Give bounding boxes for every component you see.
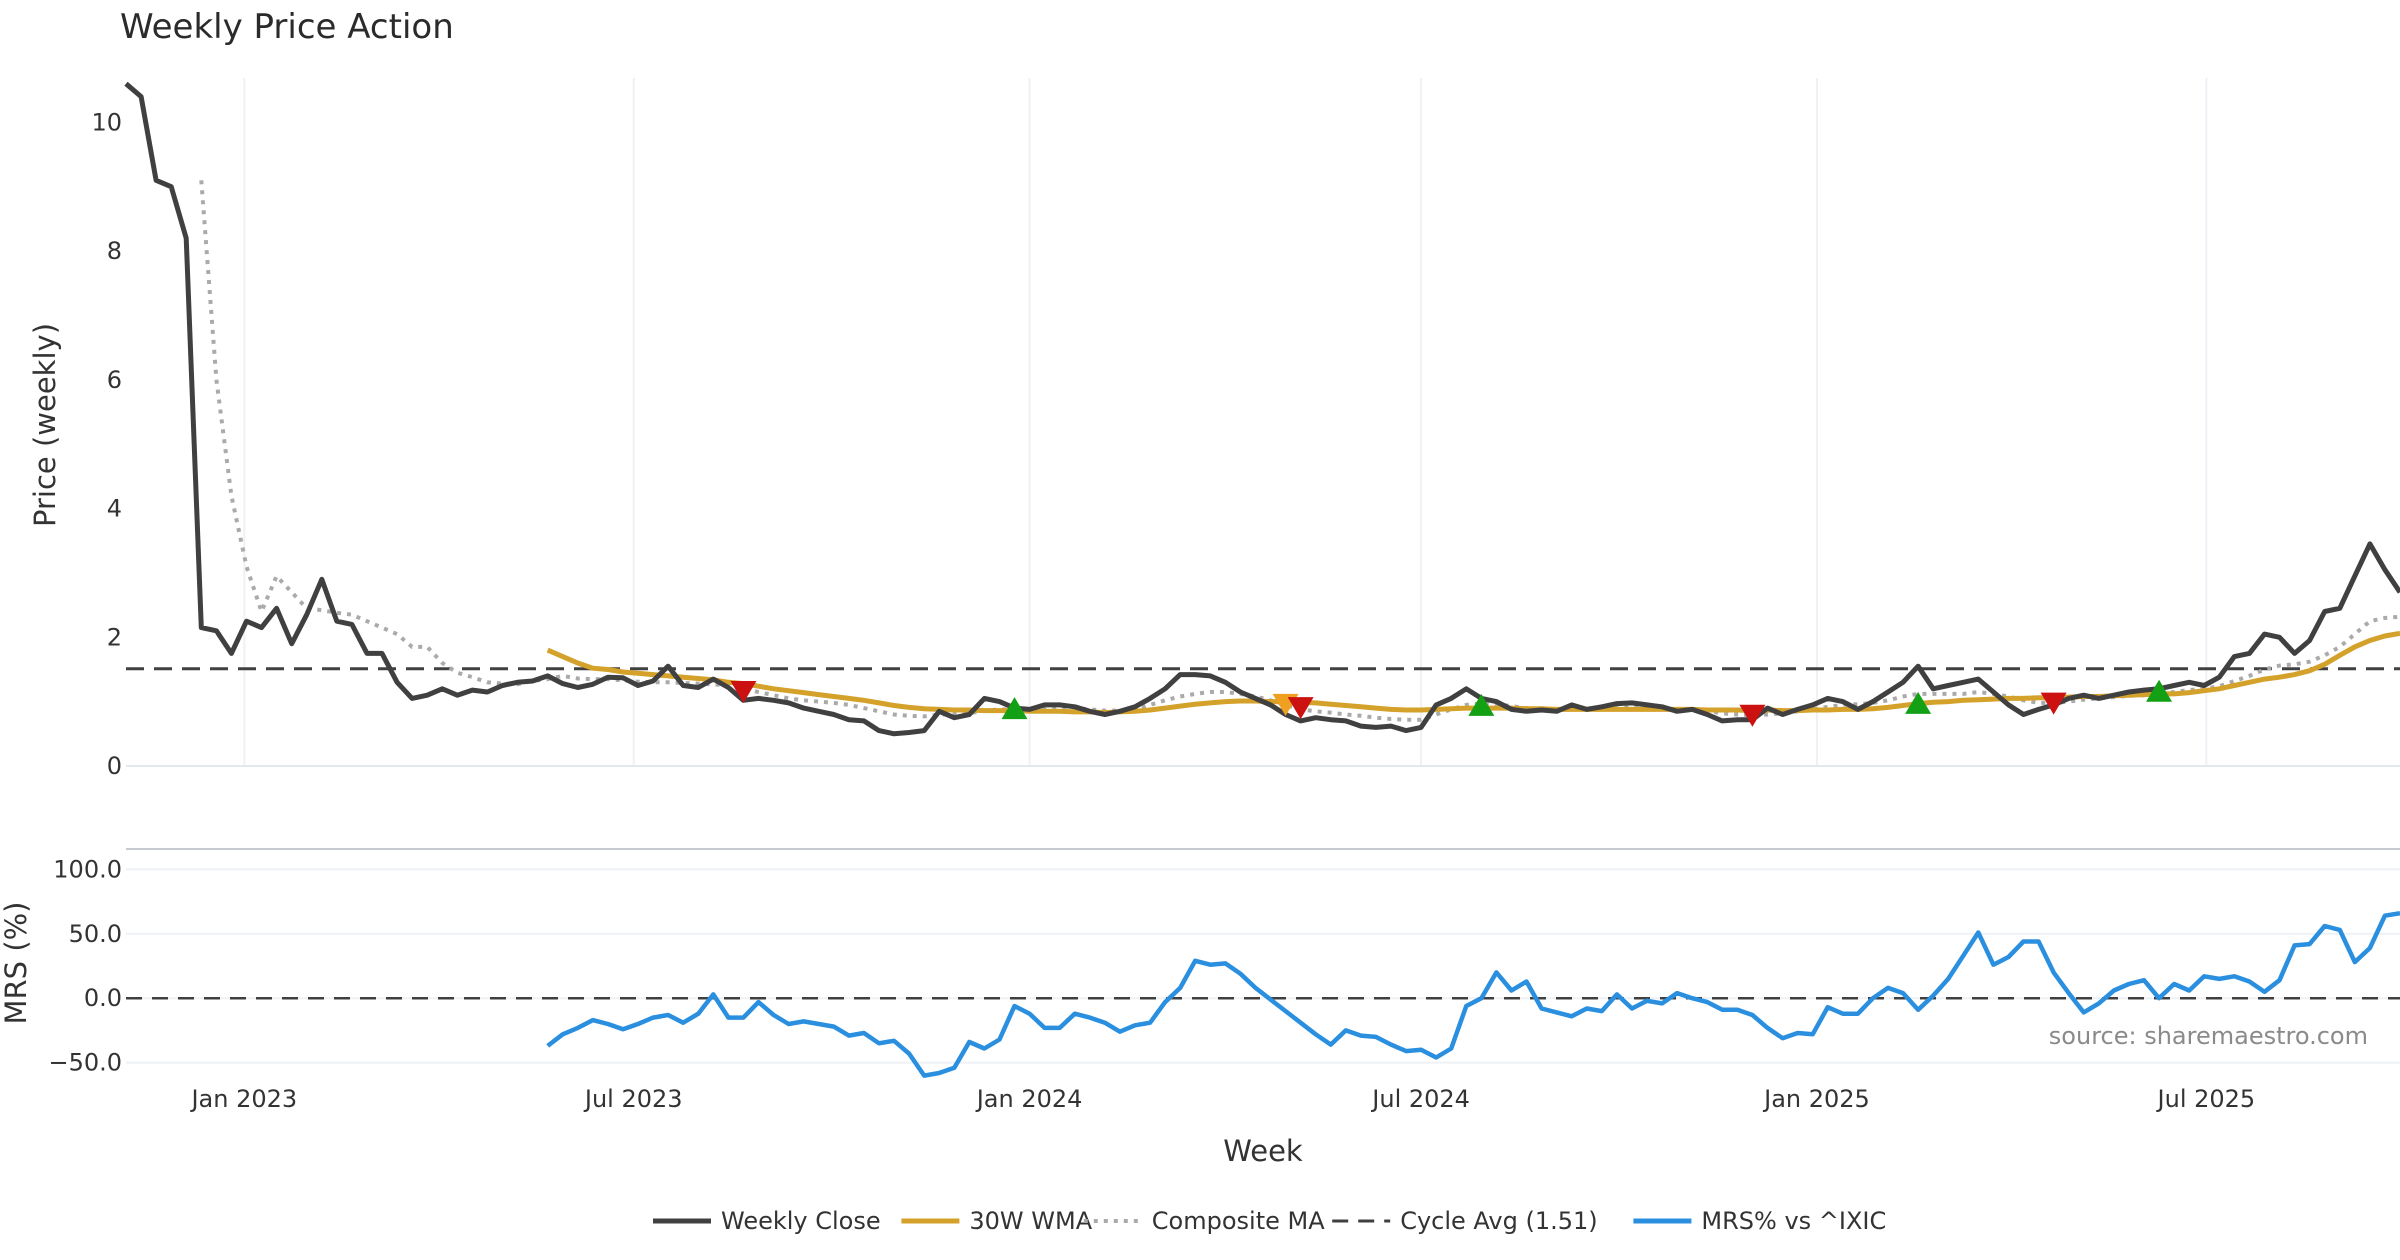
x-tick-label: Jul 2023 [583,1085,683,1113]
x-tick-label: Jan 2025 [1762,1085,1870,1113]
legend-label: 30W WMA [969,1207,1092,1235]
legend-entry: MRS% vs ^IXIC [1633,1207,1886,1235]
x-tick-label: Jan 2024 [975,1085,1083,1113]
mrs-y-axis-label: MRS (%) [0,902,33,1025]
signal-marker-buy [2146,679,2173,702]
price-y-tick-label: 0 [107,752,122,780]
price-y-tick-label: 8 [107,237,122,265]
chart-title: Weekly Price Action [120,7,454,47]
x-tick-label: Jul 2025 [2156,1085,2256,1113]
legend-entry: 30W WMA [901,1207,1093,1235]
legend-entry: Weekly Close [653,1207,881,1235]
signal-marker-sell [1739,704,1766,727]
composite-ma-line [199,180,2400,722]
price-y-axis-label: Price (weekly) [28,323,62,527]
mrs-panel: −50.0 0.0 50.0 100.0 MRS (%) source: sharem… [0,855,2400,1078]
mrs-y-tick-label: 0.0 [84,984,122,1012]
mrs-y-tick-label: 50.0 [69,920,122,948]
price-y-tick-label: 4 [107,495,122,523]
x-ticks: Jan 2023 Jul 2023 Jan 2024 Jul 2024 Jan 2025… [189,1085,2255,1113]
signal-marker-sell [2040,692,2067,715]
x-tick-label: Jan 2023 [189,1085,297,1113]
legend-label: Composite MA [1152,1207,1325,1235]
mrs-y-tick-label: −50.0 [48,1049,122,1077]
legend-label: MRS% vs ^IXIC [1701,1207,1886,1235]
legend-entry: Cycle Avg (1.51) [1332,1207,1598,1235]
price-panel: 0 2 4 6 8 10 Price (weekly) [28,81,2400,780]
price-y-tick-label: 6 [107,366,122,394]
signal-marker-buy [1468,693,1495,716]
mrs-y-ticks: −50.0 0.0 50.0 100.0 [48,855,122,1076]
legend: Weekly Close 30W WMA Composite MA Cycle Avg… [653,1207,1886,1235]
price-y-tick-label: 2 [107,623,122,651]
gridlines [126,78,2400,1064]
x-axis-label: Week [1223,1134,1303,1168]
legend-label: Cycle Avg (1.51) [1400,1207,1597,1235]
signal-marker-buy [1001,697,1028,720]
legend-label: Weekly Close [721,1207,881,1235]
signal-marker-sell [730,680,757,703]
mrs-line [546,910,2400,1078]
price-y-ticks: 0 2 4 6 8 10 [91,108,122,780]
source-note: source: sharemaestro.com [2049,1022,2368,1050]
signal-markers [730,679,2173,727]
price-y-tick-label: 10 [91,108,122,136]
signal-marker-sell [1287,697,1314,720]
x-tick-label: Jul 2024 [1370,1085,1470,1113]
signal-marker-buy [1905,691,1932,714]
weekly-close-line [124,81,2400,737]
mrs-y-tick-label: 100.0 [53,855,122,883]
legend-entry: Composite MA [1083,1207,1325,1235]
